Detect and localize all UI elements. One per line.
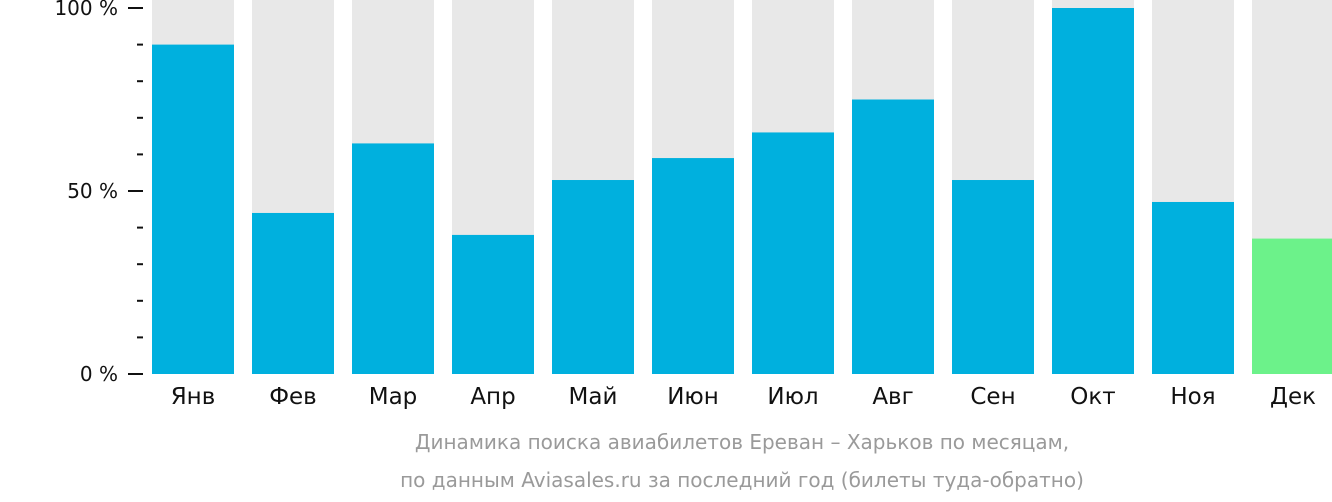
x-tick-label: Фев (269, 384, 317, 410)
x-tick-label: Авг (872, 384, 913, 410)
bar (952, 180, 1034, 374)
x-tick-label: Янв (171, 384, 216, 410)
y-axis: 0 % 50 % 100 % (54, 0, 143, 386)
x-tick-label: Апр (470, 384, 515, 410)
bar (552, 180, 634, 374)
bar (1252, 238, 1332, 374)
x-tick-label: Сен (970, 384, 1015, 410)
y-tick-label: 0 % (80, 362, 118, 386)
bar (752, 132, 834, 374)
y-tick-label: 100 % (54, 0, 118, 20)
bar (252, 212, 334, 374)
bar (352, 143, 434, 374)
x-tick-label: Июл (767, 384, 818, 410)
caption-line-1: Динамика поиска авиабилетов Ереван – Хар… (414, 430, 1070, 454)
bar (652, 158, 734, 374)
x-tick-label: Июн (667, 384, 719, 410)
bars-group (152, 0, 1332, 374)
y-tick-label: 50 % (67, 179, 118, 203)
x-tick-label: Май (569, 384, 618, 410)
bar (452, 234, 534, 374)
bar (1152, 201, 1234, 374)
bar (852, 99, 934, 374)
bar (152, 44, 234, 374)
caption-line-2: по данным Aviasales.ru за последний год … (400, 468, 1084, 492)
x-tick-label: Ноя (1170, 384, 1215, 410)
x-tick-labels: Янв Фев Мар Апр Май Июн Июл Авг Сен Окт Ноя Дек (171, 384, 1316, 410)
bar (1052, 8, 1134, 374)
x-tick-label: Окт (1070, 384, 1115, 410)
x-tick-label: Мар (369, 384, 418, 410)
bar-chart: 0 % 50 % 100 % Янв Фев Мар Апр Май Июн Июл Авг Сен… (54, 0, 1332, 410)
x-tick-label: Дек (1270, 384, 1316, 410)
